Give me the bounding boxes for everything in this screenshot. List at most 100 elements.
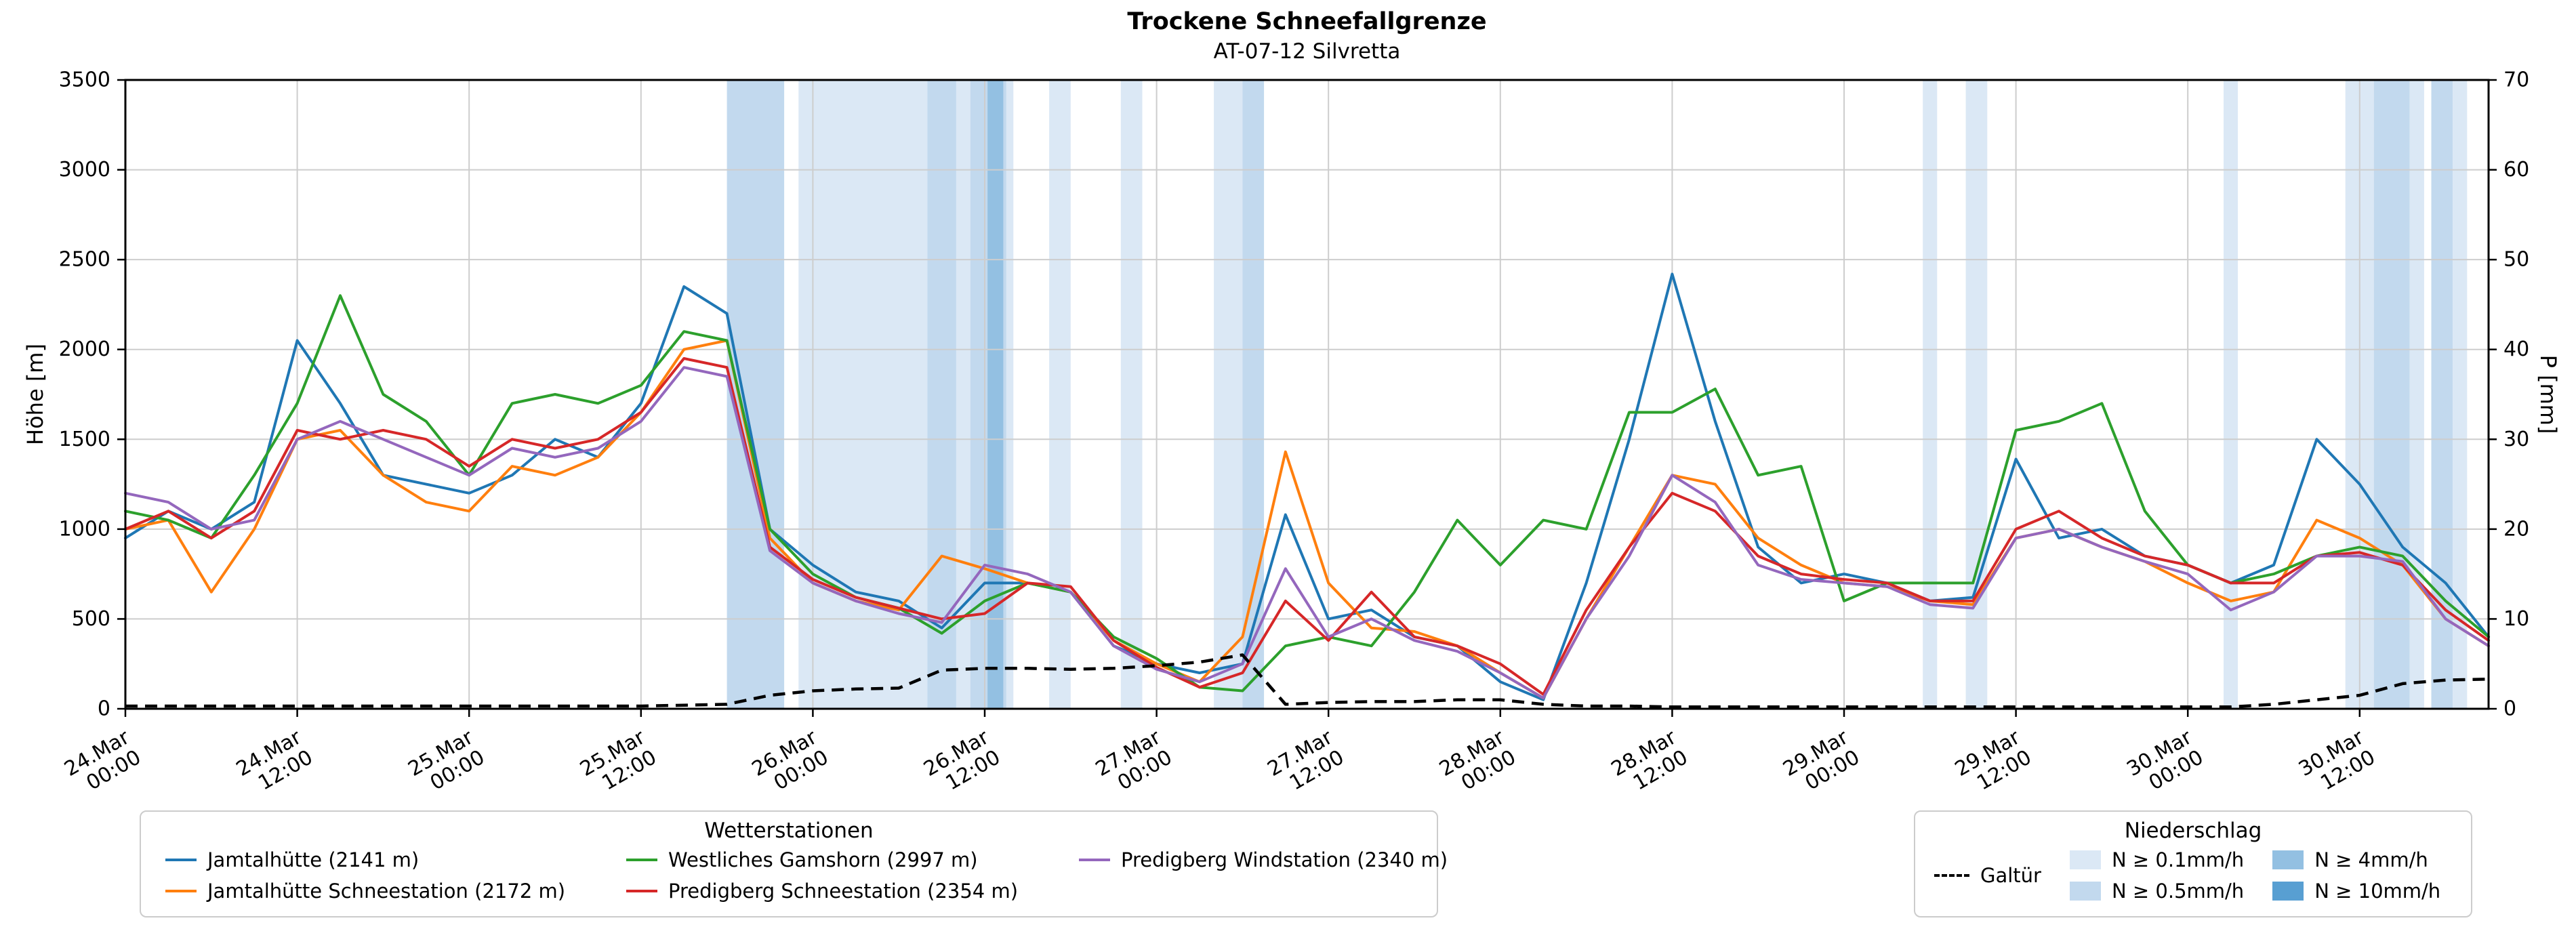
precip-band [1214, 80, 1243, 709]
x-tick-label: 26.Mar00:00 [748, 725, 833, 801]
legend-label-jamtalhuette-schneestation: Jamtalhütte Schneestation (2172 m) [207, 880, 566, 903]
y-left-tick-label: 3000 [59, 158, 110, 182]
precip-band [2453, 80, 2468, 709]
line-swatch-jamtalhuette [165, 859, 197, 861]
precip-swatch-10 [2272, 882, 2304, 901]
precip-band [2373, 80, 2410, 709]
x-tick-label: 25.Mar00:00 [404, 725, 489, 801]
legend-niederschlag: Niederschlag Galtür N ≥ 0.1mm/h N ≥ 0.5m… [1914, 810, 2472, 917]
x-tick-label: 27.Mar12:00 [1263, 725, 1348, 801]
legend-item-precip-4: N ≥ 4mm/h [2272, 844, 2440, 875]
legend-precip-column-1: N ≥ 0.1mm/h N ≥ 0.5mm/h [2069, 844, 2245, 907]
chart-title: Trockene Schneefallgrenze [1127, 8, 1487, 35]
axes-spines [124, 79, 2490, 710]
precip-band [1242, 80, 1265, 709]
y-right-tick-label: 10 [2503, 607, 2529, 631]
legend-label-galtuer: Galtür [1980, 864, 2041, 887]
y-left-tick-label: 1000 [59, 517, 110, 541]
legend-item-jamtalhuette: Jamtalhütte (2141 m) [165, 844, 565, 875]
x-tick-label: 24.Mar12:00 [232, 725, 317, 801]
precip-band [1965, 80, 1988, 709]
legend-label-predigberg-schneestation: Predigberg Schneestation (2354 m) [668, 880, 1019, 903]
y-right-tick-label: 60 [2503, 158, 2529, 182]
legend-label-precip-05: N ≥ 0.5mm/h [2111, 880, 2245, 903]
legend-label-predigberg-windstation: Predigberg Windstation (2340 m) [1121, 848, 1448, 871]
chart-subtitle: AT-07-12 Silvretta [1213, 39, 1401, 64]
y-right-tick-label: 30 [2503, 428, 2529, 451]
y-left-tick-label: 500 [72, 607, 110, 631]
line-swatch-predigberg-windstation [1079, 859, 1111, 861]
legend-label-jamtalhuette: Jamtalhütte (2141 m) [207, 848, 420, 871]
legend-column-3: Predigberg Windstation (2340 m) [1079, 844, 1448, 875]
precip-band [1120, 80, 1143, 709]
tick-marks-layer [117, 79, 2497, 717]
y-left-tick-label: 2000 [59, 337, 110, 361]
x-tick-label: 30.Mar00:00 [2123, 725, 2207, 801]
y-right-tick-label: 0 [2503, 697, 2516, 721]
precip-swatch-4 [2272, 850, 2304, 869]
legend-item-precip-10: N ≥ 10mm/h [2272, 875, 2440, 907]
precip-band [2409, 80, 2424, 709]
series-line-3 [124, 357, 2490, 696]
y-right-tick-label: 70 [2503, 68, 2529, 92]
grid-layer [125, 79, 2489, 709]
legend-label-precip-4: N ≥ 4mm/h [2314, 848, 2428, 871]
legend-item-precip-05: N ≥ 0.5mm/h [2069, 875, 2245, 907]
legend-label-westliches-gamshorn: Westliches Gamshorn (2997 m) [668, 848, 978, 871]
y-left-tick-label: 0 [98, 697, 110, 721]
y-right-tick-label: 40 [2503, 337, 2529, 361]
legend-item-westliches-gamshorn: Westliches Gamshorn (2997 m) [626, 844, 1018, 875]
precip-band [2224, 80, 2238, 709]
x-tick-label: 24.Mar00:00 [60, 725, 145, 801]
x-tick-label: 30.Mar12:00 [2295, 725, 2379, 801]
y-left-tick-label: 2500 [59, 248, 110, 272]
legend-item-predigberg-windstation: Predigberg Windstation (2340 m) [1079, 844, 1448, 875]
precip-band [927, 80, 956, 709]
series-layer [124, 272, 2490, 709]
precip-band [987, 80, 1004, 709]
line-swatch-westliches-gamshorn [626, 859, 658, 861]
legend-wetterstationen-title: Wetterstationen [704, 819, 874, 843]
legend-precip-column-2: N ≥ 4mm/h N ≥ 10mm/h [2272, 844, 2440, 907]
legend-label-precip-10: N ≥ 10mm/h [2314, 880, 2441, 903]
x-tick-label: 29.Mar00:00 [1779, 725, 1864, 801]
series-line-0 [124, 272, 2490, 701]
series-line-2 [124, 294, 2490, 693]
precip-band [1049, 80, 1071, 709]
legend-item-galtuer: Galtür [1934, 860, 2041, 891]
legend-column-2: Westliches Gamshorn (2997 m) Predigberg … [626, 844, 1018, 907]
x-tick-label: 29.Mar12:00 [1951, 725, 2036, 801]
legend-item-predigberg-schneestation: Predigberg Schneestation (2354 m) [626, 875, 1018, 907]
galtuer-line [125, 653, 2489, 709]
y-left-tick-label: 3500 [59, 68, 110, 92]
x-tick-label: 26.Mar12:00 [920, 725, 1004, 801]
tick-labels-layer: 0 500 1000 1500 2000 2500 3000 3500 0 10 20 30 40 50 6… [59, 68, 2530, 801]
y-left-tick-label: 1500 [59, 428, 110, 451]
precip-swatch-01 [2069, 850, 2101, 869]
legend-label-precip-01: N ≥ 0.1mm/h [2111, 848, 2245, 871]
legend-item-jamtalhuette-schneestation: Jamtalhütte Schneestation (2172 m) [165, 875, 565, 907]
precip-band [727, 80, 785, 709]
x-tick-label: 28.Mar12:00 [1608, 725, 1692, 801]
x-tick-label: 27.Mar00:00 [1092, 725, 1177, 801]
series-line-4 [124, 366, 2490, 700]
y-right-tick-label: 20 [2503, 517, 2529, 541]
legend-wetterstationen-columns: Jamtalhütte (2141 m) Jamtalhütte Schnees… [141, 844, 1448, 907]
legend-niederschlag-row: Galtür N ≥ 0.1mm/h N ≥ 0.5mm/h N ≥ 4mm/h [1915, 844, 2471, 907]
legend-wetterstationen: Wetterstationen Jamtalhütte (2141 m) Jam… [140, 810, 1448, 917]
legend-column-1: Jamtalhütte (2141 m) Jamtalhütte Schnees… [165, 844, 565, 907]
dashed-line-swatch-galtuer [1934, 874, 1969, 877]
precip-swatch-05 [2069, 882, 2101, 901]
series-line-1 [124, 339, 2490, 700]
x-tick-label: 28.Mar00:00 [1435, 725, 1520, 801]
y-right-tick-label: 50 [2503, 248, 2529, 272]
x-tick-label: 25.Mar12:00 [576, 725, 661, 801]
legend-niederschlag-title: Niederschlag [2124, 819, 2262, 843]
precip-bands-layer [727, 80, 2468, 709]
line-swatch-jamtalhuette-schneestation [165, 890, 197, 892]
legend-item-precip-01: N ≥ 0.1mm/h [2069, 844, 2245, 875]
line-swatch-predigberg-schneestation [626, 890, 658, 892]
precip-band [1923, 80, 1938, 709]
